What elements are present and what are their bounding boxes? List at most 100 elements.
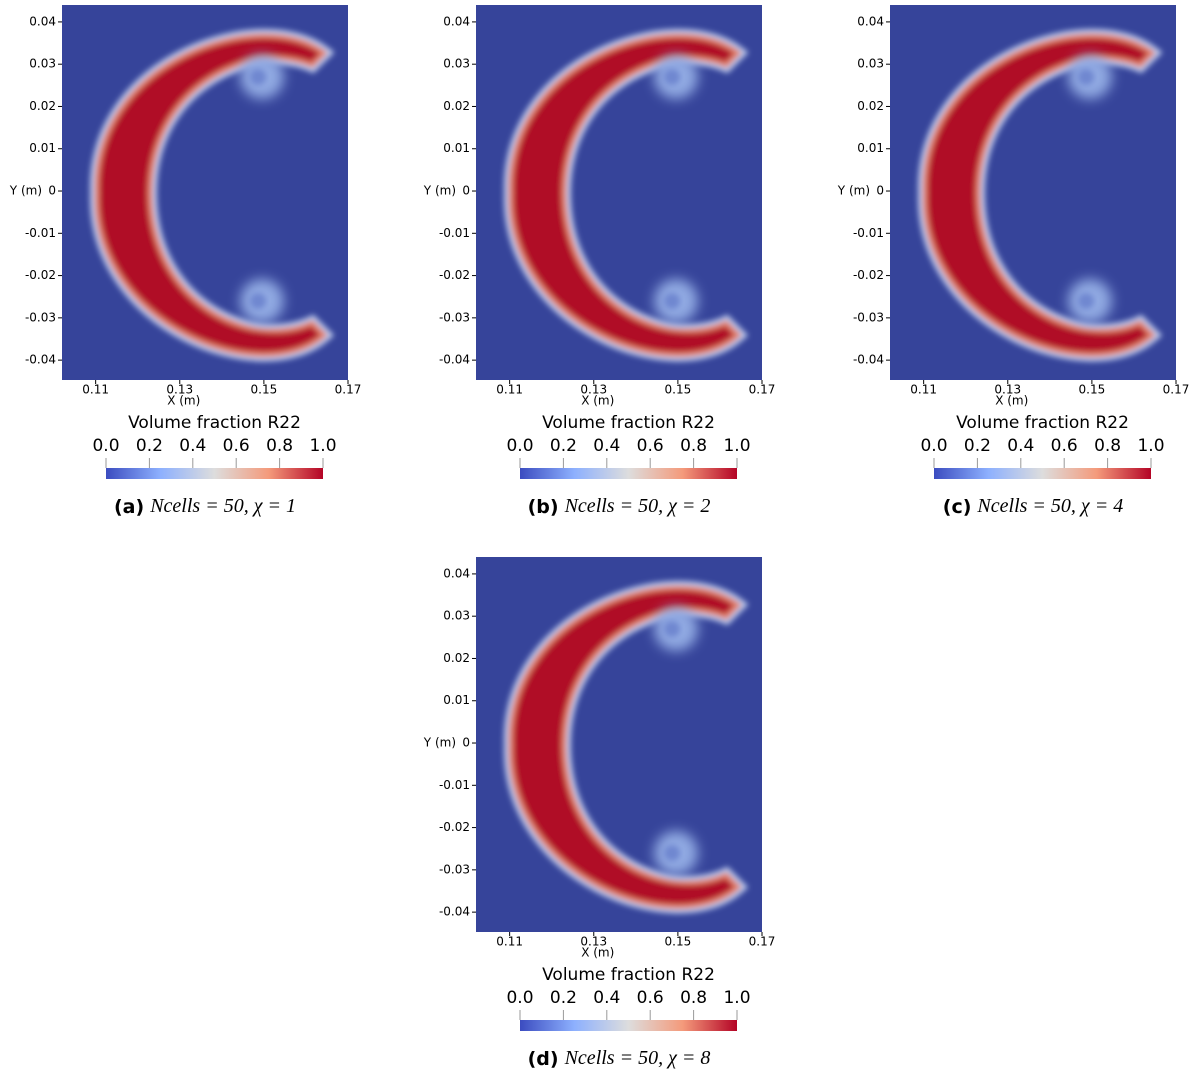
caption-label: (b) bbox=[528, 496, 559, 518]
x-tick-label: 0.11 bbox=[496, 383, 523, 397]
colorbar-tick-label: 1.0 bbox=[723, 436, 750, 456]
colorbar-title: Volume fraction R22 bbox=[542, 965, 715, 985]
y-tick-label: -0.01 bbox=[853, 226, 884, 240]
y-tick-label: 0.01 bbox=[443, 141, 470, 155]
colorbar-tick-label: 0.4 bbox=[593, 436, 620, 456]
colorbar-tick-label: 0.4 bbox=[1007, 436, 1034, 456]
vortex-core bbox=[664, 293, 680, 309]
x-tick-label: 0.17 bbox=[749, 935, 776, 949]
caption-label: (a) bbox=[114, 496, 144, 518]
y-axis-label: Y (m) bbox=[9, 184, 42, 198]
x-tick-label: 0.15 bbox=[1079, 383, 1106, 397]
colorbar-tick-label: 0.6 bbox=[637, 988, 664, 1008]
colorbar-tick-label: 0.2 bbox=[136, 436, 163, 456]
y-tick-label: 0 bbox=[48, 184, 56, 198]
interface-core bbox=[94, 33, 328, 358]
y-tick-label: -0.02 bbox=[25, 268, 56, 282]
x-tick-label: 0.13 bbox=[580, 935, 607, 949]
y-tick-label: 0.04 bbox=[29, 14, 56, 28]
vortex-core bbox=[664, 621, 680, 637]
x-tick-label: 0.15 bbox=[665, 383, 692, 397]
y-tick-label: -0.01 bbox=[25, 226, 56, 240]
vortex-core bbox=[250, 69, 266, 85]
y-tick-label: -0.03 bbox=[25, 310, 56, 324]
y-tick-label: 0.01 bbox=[29, 141, 56, 155]
y-tick-label: 0.03 bbox=[443, 609, 470, 623]
x-tick-label: 0.17 bbox=[749, 383, 776, 397]
y-tick-label: -0.04 bbox=[25, 353, 56, 367]
y-tick-label: 0.03 bbox=[29, 57, 56, 71]
y-tick-label: 0.04 bbox=[857, 14, 884, 28]
field-image bbox=[476, 557, 762, 932]
y-tick-label: -0.03 bbox=[439, 310, 470, 324]
colorbar-tick-label: 0.0 bbox=[92, 436, 119, 456]
x-axis-label: X (m) bbox=[167, 394, 200, 408]
caption: (d) Ncells = 50, χ = 8 bbox=[528, 1047, 711, 1070]
colorbar-title: Volume fraction R22 bbox=[128, 413, 301, 433]
panel: 0.04 0.03 0.02 0.01 0 -0.01 -0.02 -0.03 -0.04 Y (… bbox=[837, 5, 1189, 518]
y-tick-label: 0.04 bbox=[443, 14, 470, 28]
caption: (b) Ncells = 50, χ = 2 bbox=[528, 495, 711, 518]
y-tick-label: -0.04 bbox=[439, 905, 470, 919]
caption-text: Ncells = 50, χ = 1 bbox=[149, 495, 296, 517]
y-tick-label: -0.01 bbox=[439, 226, 470, 240]
y-tick-label: -0.04 bbox=[439, 353, 470, 367]
colorbar-tick-label: 0.8 bbox=[680, 988, 707, 1008]
colorbar-title: Volume fraction R22 bbox=[542, 413, 715, 433]
colorbar-tick-label: 0.6 bbox=[1051, 436, 1078, 456]
panel: 0.04 0.03 0.02 0.01 0 -0.01 -0.02 -0.03 -0.04 Y (… bbox=[423, 557, 776, 1070]
x-axis-label: X (m) bbox=[581, 946, 614, 960]
y-axis-label: Y (m) bbox=[837, 184, 870, 198]
caption: (a) Ncells = 50, χ = 1 bbox=[114, 495, 296, 518]
y-tick-label: 0.01 bbox=[857, 141, 884, 155]
x-axis-label: X (m) bbox=[995, 394, 1028, 408]
y-tick-label: -0.03 bbox=[439, 862, 470, 876]
caption-text: Ncells = 50, χ = 8 bbox=[564, 1047, 711, 1069]
y-tick-label: 0 bbox=[876, 184, 884, 198]
y-tick-label: 0 bbox=[462, 736, 470, 750]
y-axis-label: Y (m) bbox=[423, 184, 456, 198]
x-tick-label: 0.17 bbox=[335, 383, 362, 397]
interface-core bbox=[508, 585, 742, 910]
x-tick-label: 0.13 bbox=[994, 383, 1021, 397]
x-tick-label: 0.15 bbox=[251, 383, 278, 397]
y-tick-label: 0.04 bbox=[443, 566, 470, 580]
x-tick-label: 0.13 bbox=[580, 383, 607, 397]
interface bbox=[89, 28, 335, 362]
y-tick-label: -0.02 bbox=[439, 820, 470, 834]
colorbar-tick-label: 0.4 bbox=[179, 436, 206, 456]
y-tick-label: 0.02 bbox=[443, 651, 470, 665]
y-tick-label: -0.03 bbox=[853, 310, 884, 324]
y-tick-label: -0.02 bbox=[439, 268, 470, 282]
vortex-core bbox=[664, 845, 680, 861]
colorbar-tick-label: 0.6 bbox=[223, 436, 250, 456]
caption-text: Ncells = 50, χ = 4 bbox=[976, 495, 1123, 517]
colorbar-tick-label: 0.2 bbox=[550, 988, 577, 1008]
caption: (c) Ncells = 50, χ = 4 bbox=[943, 495, 1123, 518]
x-tick-label: 0.11 bbox=[82, 383, 109, 397]
colorbar bbox=[520, 468, 737, 479]
y-tick-label: -0.01 bbox=[439, 778, 470, 792]
y-axis-label: Y (m) bbox=[423, 736, 456, 750]
y-tick-label: 0.03 bbox=[857, 57, 884, 71]
interface bbox=[503, 28, 749, 362]
colorbar-tick-label: 0.2 bbox=[964, 436, 991, 456]
colorbar-tick-label: 1.0 bbox=[1137, 436, 1164, 456]
y-tick-label: 0.02 bbox=[29, 99, 56, 113]
colorbar-tick-label: 1.0 bbox=[723, 988, 750, 1008]
field-image bbox=[890, 5, 1176, 380]
x-tick-label: 0.15 bbox=[665, 935, 692, 949]
colorbar-tick-label: 0.8 bbox=[266, 436, 293, 456]
x-tick-label: 0.11 bbox=[496, 935, 523, 949]
y-tick-label: 0 bbox=[462, 184, 470, 198]
panel: 0.04 0.03 0.02 0.01 0 -0.01 -0.02 -0.03 -0.04 Y (… bbox=[423, 5, 776, 518]
interface-core bbox=[508, 33, 742, 358]
x-tick-label: 0.13 bbox=[166, 383, 193, 397]
y-tick-label: 0.02 bbox=[443, 99, 470, 113]
colorbar-tick-label: 0.2 bbox=[550, 436, 577, 456]
caption-label: (d) bbox=[528, 1048, 559, 1070]
field-image bbox=[476, 5, 762, 380]
colorbar-tick-label: 0.4 bbox=[593, 988, 620, 1008]
vortex-core bbox=[1078, 69, 1094, 85]
colorbar-tick-label: 0.0 bbox=[506, 988, 533, 1008]
